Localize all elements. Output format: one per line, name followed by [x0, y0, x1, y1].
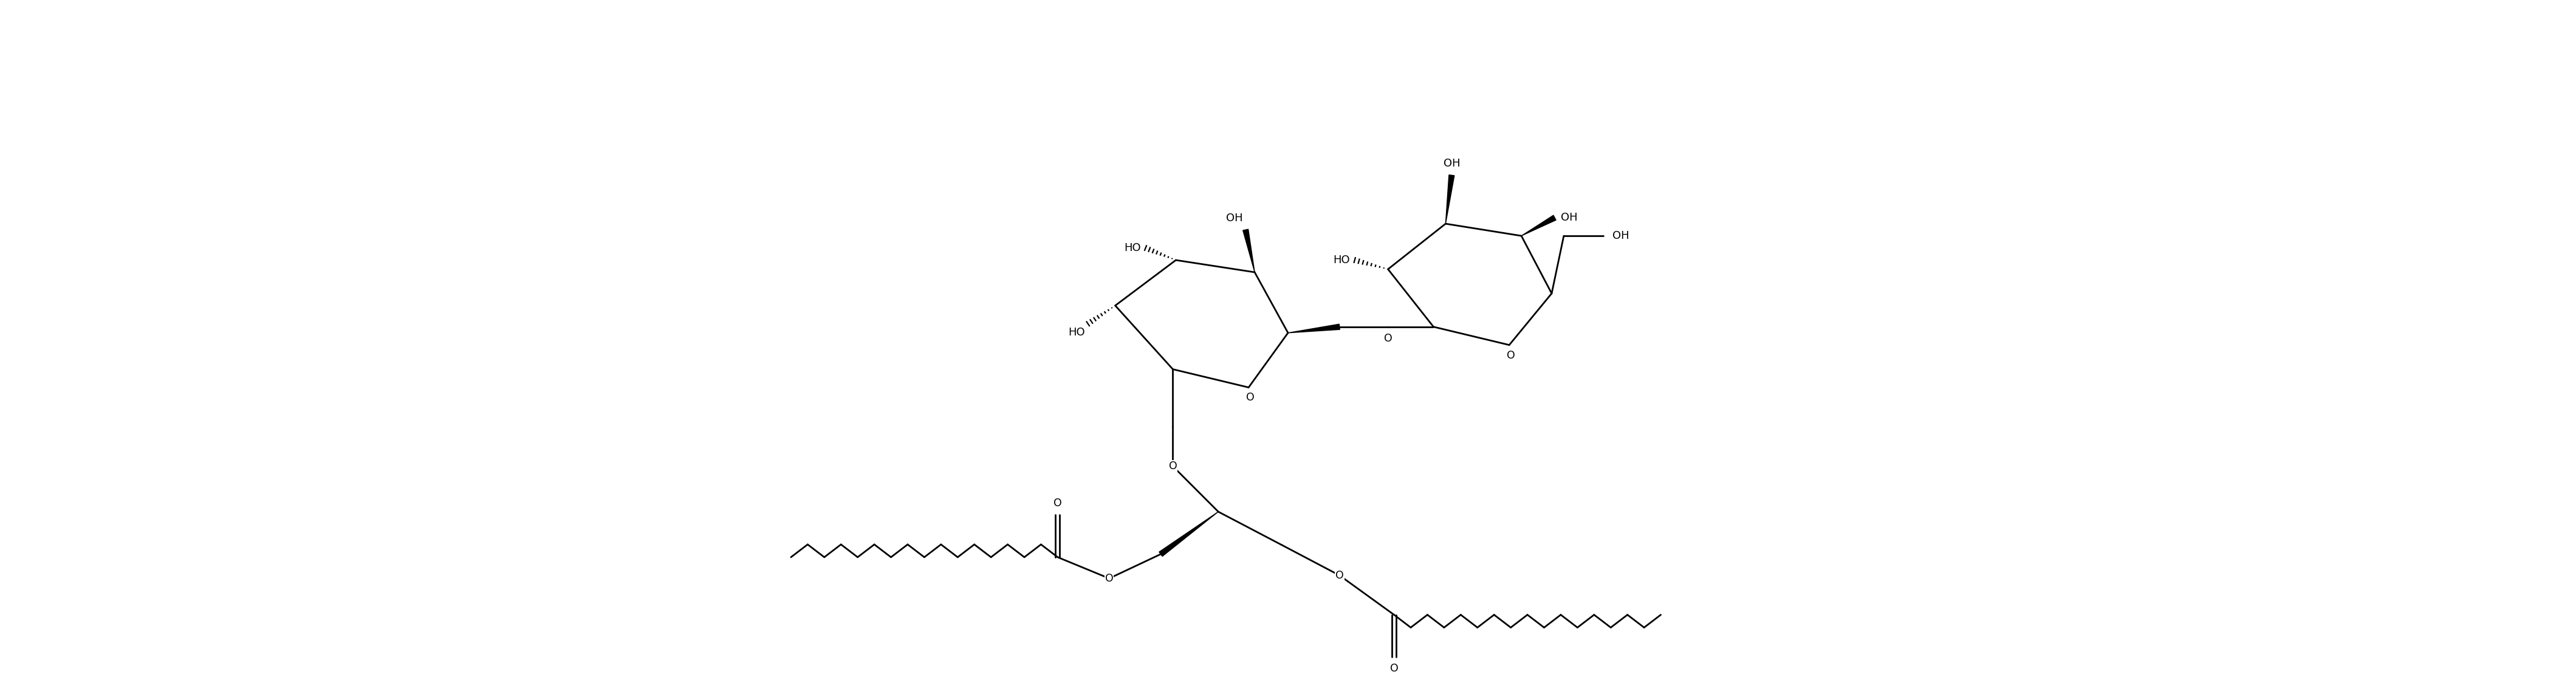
Text: O: O	[1170, 461, 1177, 472]
Text: O: O	[1247, 392, 1255, 403]
Text: OH: OH	[1561, 212, 1577, 223]
Text: O: O	[1334, 570, 1345, 581]
Text: O: O	[1105, 573, 1113, 584]
Polygon shape	[1159, 512, 1218, 556]
Text: OH: OH	[1226, 213, 1242, 223]
Polygon shape	[1522, 215, 1556, 236]
Text: HO: HO	[1332, 255, 1350, 265]
Polygon shape	[1288, 324, 1340, 333]
Text: O: O	[1383, 333, 1391, 344]
Text: HO: HO	[1069, 327, 1084, 338]
Polygon shape	[1242, 230, 1255, 272]
Text: HO: HO	[1123, 242, 1141, 253]
Text: O: O	[1507, 350, 1515, 361]
Text: OH: OH	[1613, 230, 1628, 241]
Text: O: O	[1054, 498, 1061, 508]
Polygon shape	[1445, 175, 1455, 223]
Text: O: O	[1391, 663, 1399, 674]
Text: OH: OH	[1443, 158, 1461, 169]
